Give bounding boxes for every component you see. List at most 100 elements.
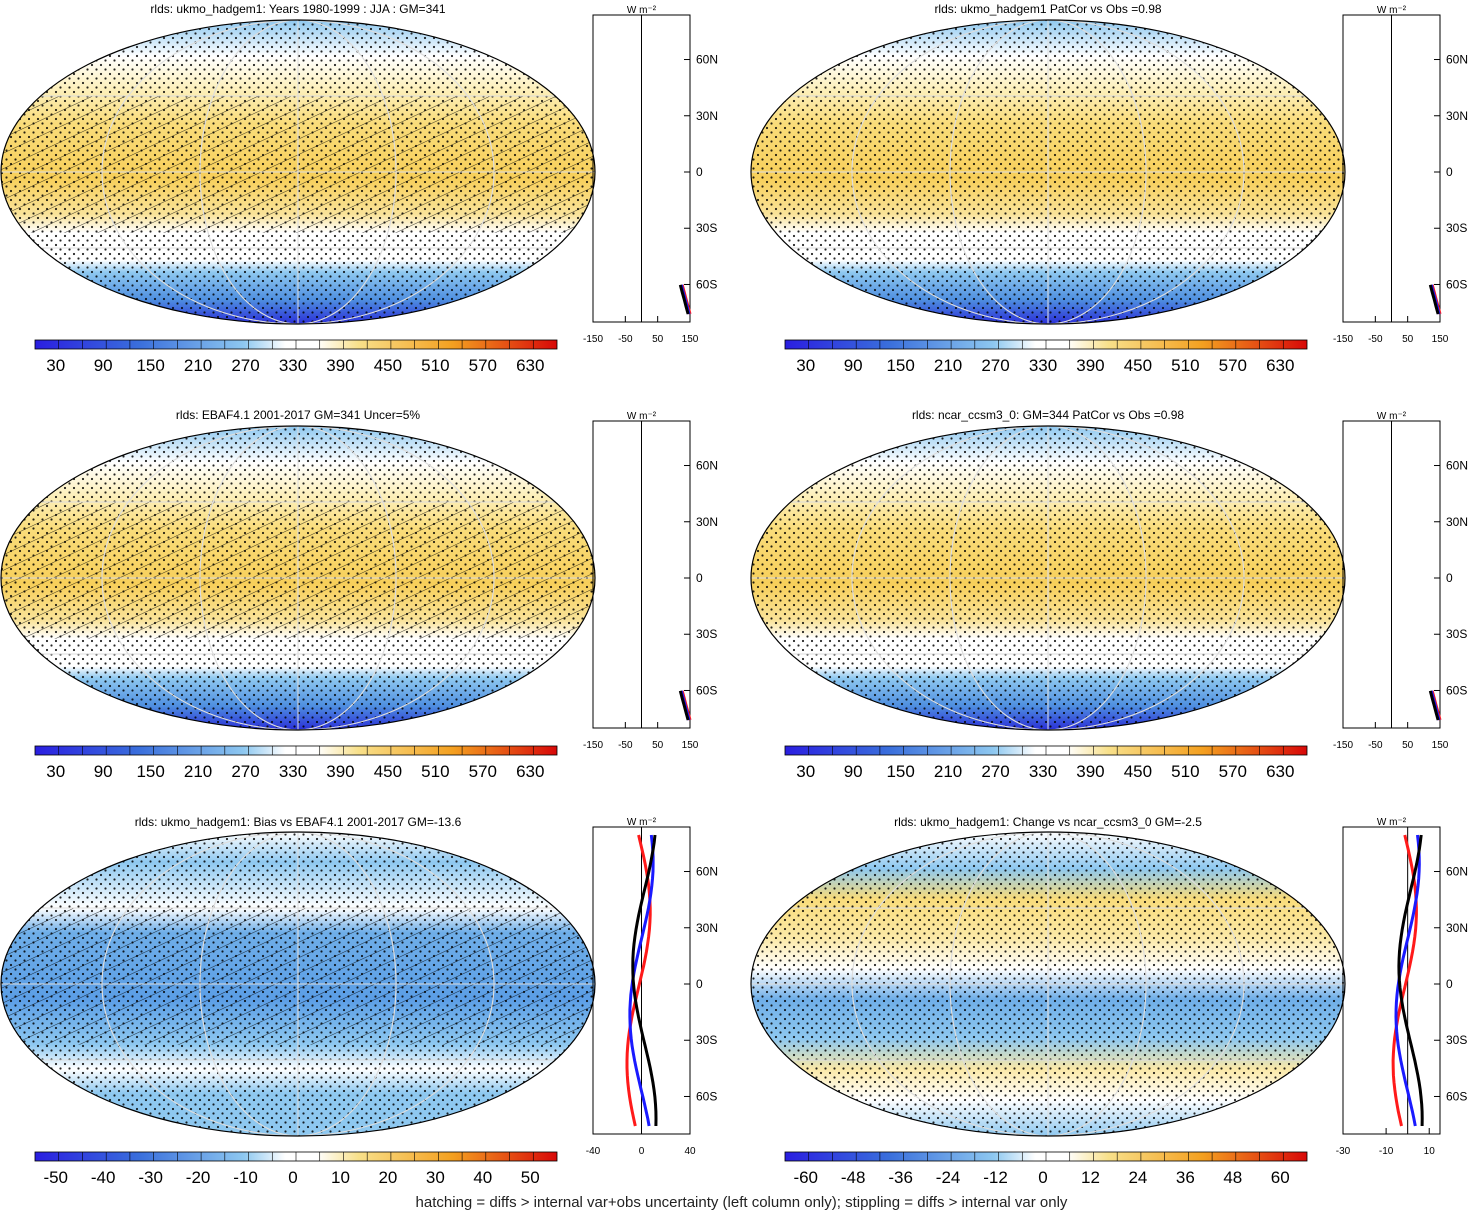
profile-curve [678, 284, 690, 315]
profile-lat-label: 60N [696, 53, 718, 67]
colorbar-tick-label: 0 [1038, 1168, 1047, 1187]
colorbar-tick-label: 150 [886, 356, 914, 375]
panel-4: 30 90 150 210 270 330 390 450 510 570 630 W m⁻² -150… [750, 411, 1468, 781]
profile-lat-label: 60N [696, 459, 718, 473]
profile-curve [678, 690, 690, 721]
colorbar-tick-label: 150 [886, 762, 914, 781]
profile-xtick-label: 150 [682, 334, 699, 345]
colorbar-tick-label: 630 [516, 356, 544, 375]
colorbar-tick-label: 90 [844, 762, 863, 781]
profile-lat-label: 0 [696, 165, 703, 179]
profile-lat-label: 60N [1446, 865, 1468, 879]
colorbar-tick-label: -40 [91, 1168, 116, 1187]
colorbar-tick-label: 510 [1171, 356, 1199, 375]
profile-units: W m⁻² [1377, 817, 1407, 828]
graticule-lon [851, 832, 1245, 1136]
map-5 [1, 832, 595, 1136]
profile-lat-label: 0 [1446, 571, 1453, 585]
colorbar-tick-label: -50 [43, 1168, 68, 1187]
colorbar-tick-label: 210 [934, 762, 962, 781]
map-outline [750, 19, 1346, 325]
profile-xtick-label: -10 [1379, 1146, 1394, 1157]
colorbar-tick-label: 270 [231, 356, 259, 375]
panel-6-title: rlds: ukmo_hadgem1: Change vs ncar_ccsm3… [894, 815, 1202, 829]
colorbar-tick-label: 510 [1171, 762, 1199, 781]
colorbar-tick-label: 90 [844, 356, 863, 375]
colorbar-tick-label: 330 [1029, 762, 1057, 781]
colorbar-tick-label: -36 [888, 1168, 913, 1187]
panel-5-title: rlds: ukmo_hadgem1: Bias vs EBAF4.1 2001… [135, 815, 462, 829]
colorbar-tick-label: 30 [46, 762, 65, 781]
profile-lat-label: 0 [696, 977, 703, 991]
profile-lat-label: 0 [1446, 977, 1453, 991]
profile-lat-label: 30S [1446, 1033, 1467, 1047]
colorbar-tick-label: 270 [981, 762, 1009, 781]
profile-lat-label: 30N [1446, 921, 1468, 935]
profile-curve [1428, 690, 1440, 721]
panel-6: -60 -48 -36 -24 -12 0 12 24 36 48 60 W m⁻² -30 -10 10 6… [750, 817, 1468, 1187]
graticule-lon [851, 426, 1245, 730]
colorbar-tick-label: 0 [288, 1168, 297, 1187]
profile-lat-label: 30S [696, 1033, 717, 1047]
colorbar-tick-label: -48 [841, 1168, 866, 1187]
map-4 [751, 426, 1345, 730]
graticule-lon [949, 832, 1147, 1136]
profile-xtick-label: 150 [1432, 740, 1449, 751]
colorbar-tick-label: 510 [421, 762, 449, 781]
colorbar-tick-label: 570 [469, 762, 497, 781]
graticule-lon [949, 20, 1147, 324]
colorbar-tick-label: -30 [138, 1168, 163, 1187]
colorbar-tick-label: 40 [473, 1168, 492, 1187]
figure-footnote: hatching = diffs > internal var+obs unce… [415, 1194, 1068, 1211]
colorbar-tick-label: 330 [1029, 356, 1057, 375]
profile-lat-label: 30N [1446, 515, 1468, 529]
graticule-lon [199, 20, 397, 324]
colorbar-tick-label: 450 [374, 356, 402, 375]
colorbar-tick-label: 570 [1219, 356, 1247, 375]
profile-xtick-label: 150 [682, 740, 699, 751]
profile-xtick-label: -150 [1333, 740, 1353, 751]
graticule-lon [101, 20, 495, 324]
panel-3: 30 90 150 210 270 330 390 450 510 570 630 W m⁻² -150… [0, 411, 718, 781]
panel-3-title: rlds: EBAF4.1 2001-2017 GM=341 Uncer=5% [176, 408, 420, 422]
profile-lat-label: 0 [696, 571, 703, 585]
profile-xtick-label: -50 [1368, 334, 1383, 345]
colorbar-tick-label: 30 [46, 356, 65, 375]
colorbar-tick-label: 390 [326, 356, 354, 375]
colorbar-tick-label: -10 [233, 1168, 258, 1187]
graticule-lon [949, 426, 1147, 730]
colorbar-tick-label: 450 [1124, 356, 1152, 375]
profile-lat-label: 30S [1446, 221, 1467, 235]
colorbar-tick-label: 450 [374, 762, 402, 781]
panel-2: 30 90 150 210 270 330 390 450 510 570 630 W m⁻² -150… [750, 5, 1468, 375]
profile-lat-label: 30S [1446, 627, 1467, 641]
map-1 [1, 20, 595, 324]
profile-lat-label: 60N [1446, 459, 1468, 473]
profile-lat-label: 60S [696, 683, 717, 697]
map-outline [0, 831, 596, 1137]
profile-curve [1428, 284, 1440, 315]
profile-units: W m⁻² [627, 817, 657, 828]
colorbar-tick-label: 90 [94, 356, 113, 375]
profile-lat-label: 60S [1446, 277, 1467, 291]
colorbar-tick-label: 90 [94, 762, 113, 781]
profile-xtick-label: -40 [586, 1146, 601, 1157]
colorbar-tick-label: 48 [1223, 1168, 1242, 1187]
graticule-lon [851, 20, 1245, 324]
colorbar-tick-label: 330 [279, 356, 307, 375]
colorbar-tick-label: 30 [426, 1168, 445, 1187]
colorbar-tick-label: 10 [331, 1168, 350, 1187]
profile-xtick-label: 10 [1424, 1146, 1436, 1157]
panel-4-title: rlds: ncar_ccsm3_0: GM=344 PatCor vs Obs… [912, 408, 1184, 422]
profile-lat-label: 60S [1446, 683, 1467, 697]
profile-lat-label: 30N [696, 109, 718, 123]
colorbar-tick-label: -24 [936, 1168, 961, 1187]
colorbar-tick-label: 12 [1081, 1168, 1100, 1187]
colorbar-tick-label: 210 [184, 356, 212, 375]
profile-lat-label: 30N [1446, 109, 1468, 123]
colorbar-tick-label: 450 [1124, 762, 1152, 781]
map-6 [751, 832, 1345, 1136]
colorbar-tick-label: 390 [326, 762, 354, 781]
colorbar-tick-label: 630 [516, 762, 544, 781]
